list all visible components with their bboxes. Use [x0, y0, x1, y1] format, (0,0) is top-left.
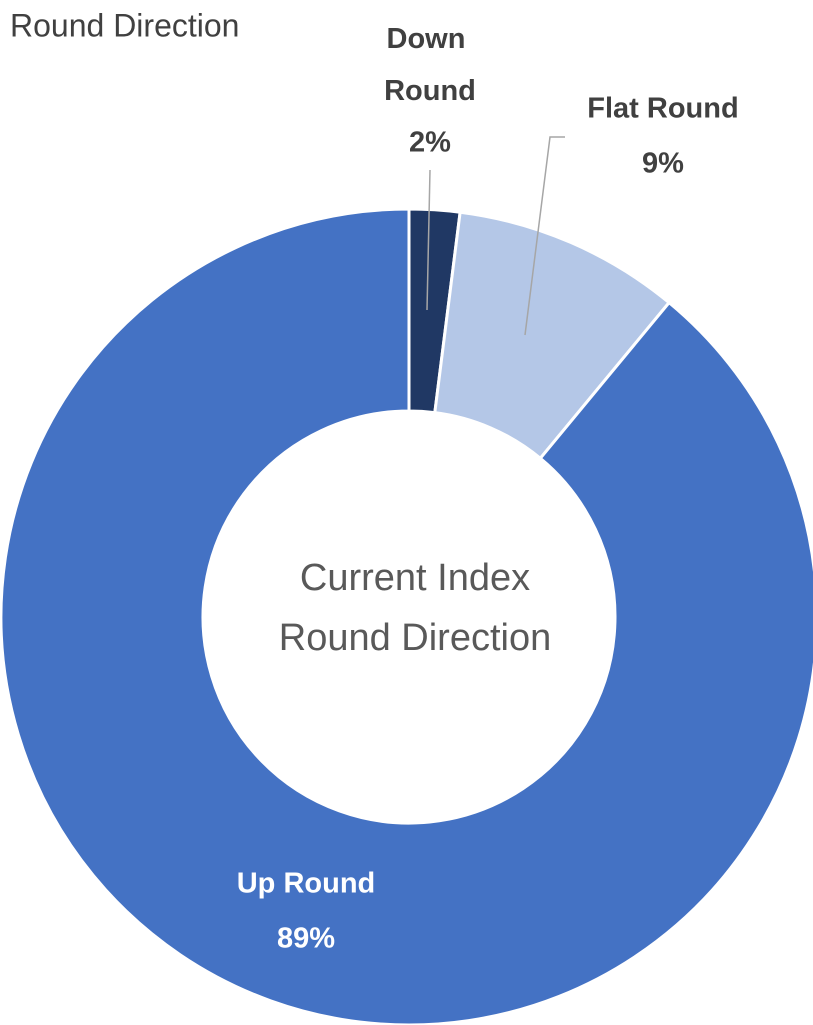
value-label: 9%	[642, 148, 684, 180]
slice-label: Flat Round	[587, 93, 738, 125]
label-word: Round	[384, 75, 476, 107]
slice-label: Down Round	[384, 23, 476, 107]
value-label: 2%	[409, 127, 451, 159]
leader-line	[524, 136, 565, 336]
leader-line	[426, 169, 431, 311]
donut-slice	[0, 207, 813, 1025]
chart-title: Round Direction	[10, 7, 239, 43]
center-text: Current Index	[300, 557, 530, 599]
label-word: Down	[387, 23, 474, 55]
slice-label: Up Round	[237, 868, 376, 900]
center-text: Round Direction	[279, 617, 551, 659]
value-label: 89%	[277, 923, 335, 955]
